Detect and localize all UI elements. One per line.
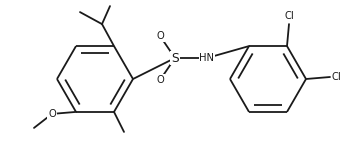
Text: O: O xyxy=(156,75,164,85)
Text: O: O xyxy=(48,109,56,119)
Text: S: S xyxy=(171,52,179,64)
Text: HN: HN xyxy=(199,53,215,63)
Text: Cl: Cl xyxy=(332,72,342,82)
Text: O: O xyxy=(156,31,164,41)
Text: Cl: Cl xyxy=(284,11,294,21)
